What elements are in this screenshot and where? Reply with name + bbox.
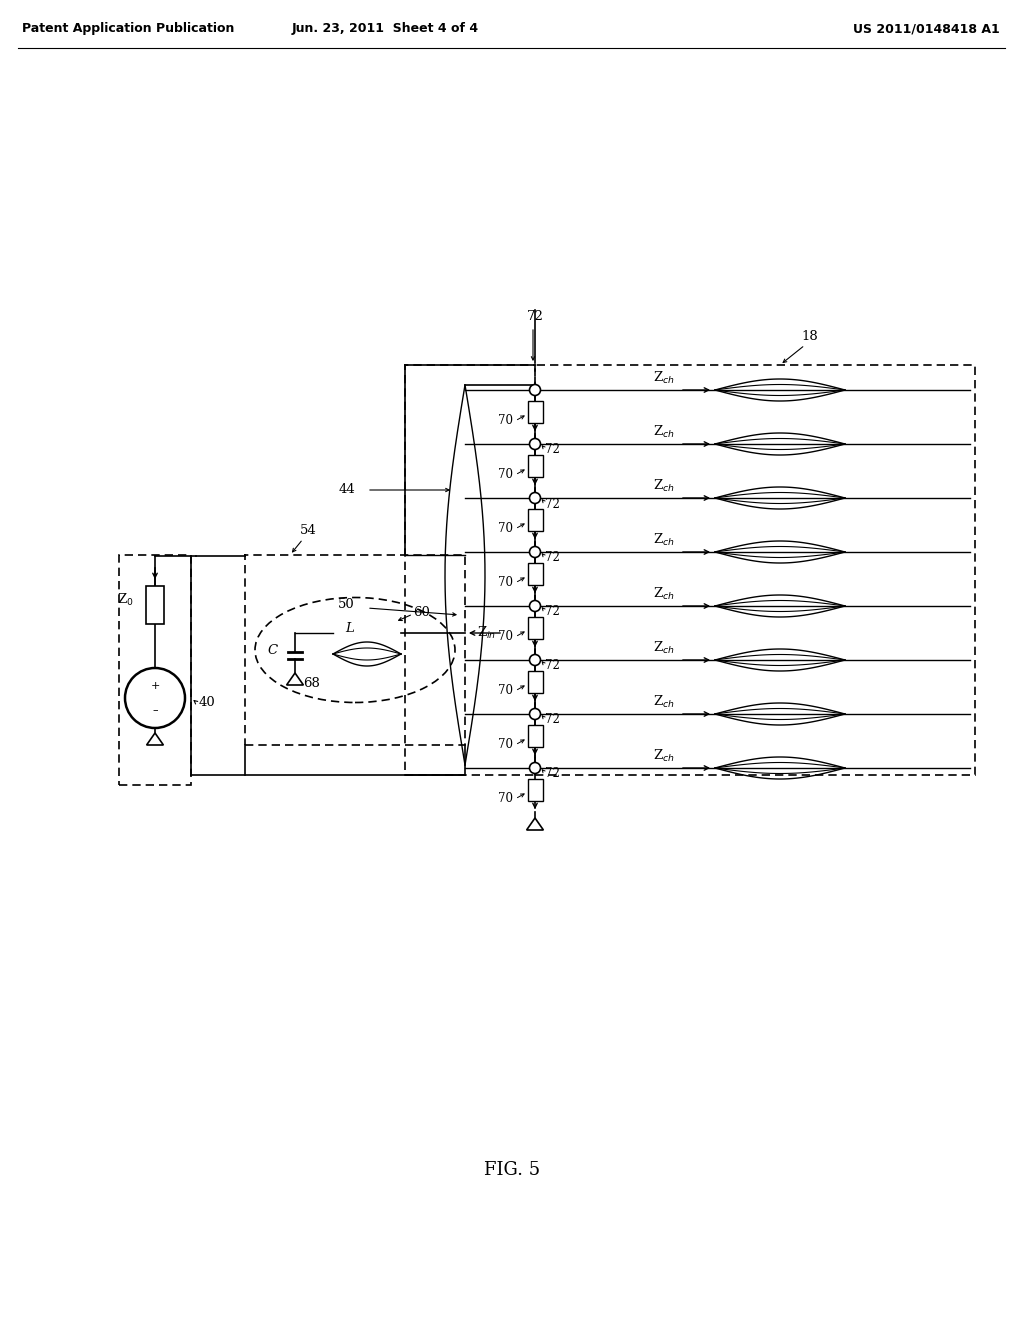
- Circle shape: [529, 601, 541, 611]
- Text: 72: 72: [545, 714, 560, 726]
- Text: 70: 70: [498, 738, 513, 751]
- Bar: [119, 554, 191, 785]
- Text: Z$_{ch}$: Z$_{ch}$: [653, 640, 675, 656]
- Text: 70: 70: [498, 523, 513, 536]
- Bar: [146, 586, 164, 624]
- Text: 68: 68: [303, 677, 319, 690]
- Text: 18: 18: [802, 330, 818, 343]
- Text: 44: 44: [338, 483, 355, 496]
- Text: Jun. 23, 2011  Sheet 4 of 4: Jun. 23, 2011 Sheet 4 of 4: [292, 22, 478, 36]
- Text: Patent Application Publication: Patent Application Publication: [22, 22, 234, 36]
- Text: Z$_{ch}$: Z$_{ch}$: [653, 748, 675, 764]
- Text: Z$_0$: Z$_0$: [118, 591, 134, 609]
- Text: Z$_{ch}$: Z$_{ch}$: [653, 532, 675, 548]
- Circle shape: [529, 655, 541, 665]
- Text: 72: 72: [545, 444, 560, 457]
- Text: Z$_{ch}$: Z$_{ch}$: [653, 478, 675, 494]
- Text: 72: 72: [545, 552, 560, 565]
- Text: 72: 72: [545, 660, 560, 672]
- Text: 70: 70: [498, 577, 513, 590]
- Text: 72: 72: [545, 606, 560, 619]
- Text: +: +: [151, 681, 160, 690]
- Circle shape: [529, 438, 541, 450]
- Text: 40: 40: [199, 697, 216, 710]
- Bar: [245, 554, 465, 744]
- Bar: [527, 671, 543, 693]
- Circle shape: [529, 709, 541, 719]
- Text: FIG. 5: FIG. 5: [484, 1162, 540, 1179]
- Text: 60: 60: [413, 606, 430, 619]
- Text: 70: 70: [498, 414, 513, 428]
- Text: –: –: [153, 705, 158, 715]
- Text: 72: 72: [526, 310, 544, 323]
- Text: 70: 70: [498, 685, 513, 697]
- Text: 72: 72: [545, 498, 560, 511]
- Circle shape: [529, 492, 541, 503]
- Text: Z$_{ch}$: Z$_{ch}$: [653, 370, 675, 385]
- Text: Z$_{ch}$: Z$_{ch}$: [653, 586, 675, 602]
- Text: 72: 72: [545, 767, 560, 780]
- Bar: [527, 401, 543, 422]
- Bar: [527, 455, 543, 477]
- Text: 70: 70: [498, 631, 513, 643]
- Circle shape: [529, 384, 541, 396]
- Text: Z$_{in}$: Z$_{in}$: [477, 624, 497, 642]
- Text: 70: 70: [498, 469, 513, 482]
- Text: C: C: [268, 644, 278, 657]
- Bar: [406, 366, 535, 775]
- Bar: [527, 564, 543, 585]
- Circle shape: [529, 763, 541, 774]
- Text: L: L: [346, 622, 354, 635]
- Text: 54: 54: [300, 524, 316, 537]
- Bar: [527, 725, 543, 747]
- Bar: [527, 779, 543, 801]
- Circle shape: [529, 546, 541, 557]
- Text: Z$_{ch}$: Z$_{ch}$: [653, 424, 675, 440]
- Text: 70: 70: [498, 792, 513, 805]
- Bar: [527, 510, 543, 531]
- Bar: [527, 616, 543, 639]
- Text: US 2011/0148418 A1: US 2011/0148418 A1: [853, 22, 1000, 36]
- Text: Z$_{ch}$: Z$_{ch}$: [653, 694, 675, 710]
- Bar: [535, 366, 975, 775]
- Text: 50: 50: [338, 598, 355, 611]
